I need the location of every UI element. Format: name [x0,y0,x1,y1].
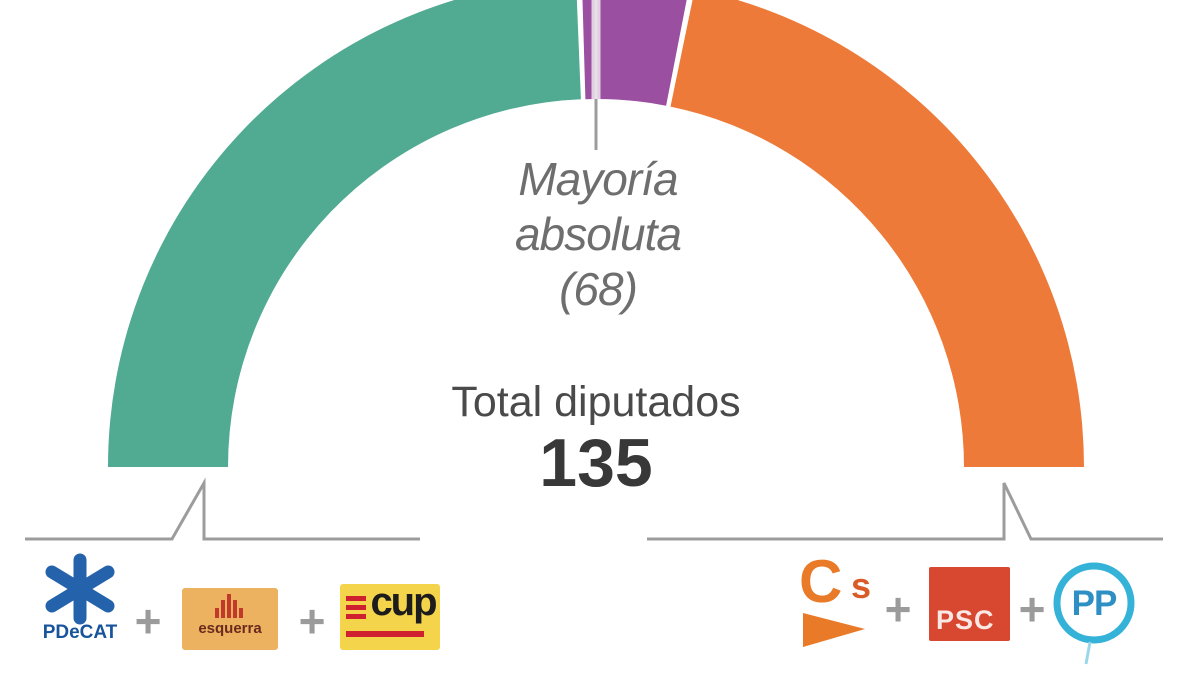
majority-annotation-line2: absoluta [515,208,682,261]
majority-annotation: Mayoría absoluta (68) [448,152,748,318]
ciudadanos-label-c: C [799,548,843,615]
cup-underline-bar [346,631,424,637]
plus-separator-4: + [1018,583,1046,635]
segment-right-bloc [670,0,1084,467]
esquerra-bars-icon [215,594,243,618]
ciudadanos-tail-icon [803,613,865,647]
psc-logo: PSC [929,567,1010,641]
esquerra-label: esquerra [198,620,262,637]
total-deputies-label: Total diputados [451,378,741,426]
majority-annotation-line3: (68) [559,263,638,316]
cup-stripe-icon [346,605,366,610]
ciudadanos-logo: C s [795,548,895,663]
segment-center-bloc [582,0,687,106]
plus-separator-3: + [884,583,912,635]
total-deputies-value: 135 [539,425,653,501]
pp-ring-icon [1053,562,1135,665]
esquerra-logo: esquerra [182,588,278,650]
pdecat-logo: PDeCAT [30,552,130,652]
cup-stripe-icon [346,596,366,601]
pdecat-label: PDeCAT [42,622,118,643]
left-bloc-brace [25,477,420,541]
plus-separator-1: + [134,595,162,647]
cup-stripe-icon [346,614,366,619]
segment-left-bloc [108,0,581,467]
pp-logo: PP [1050,558,1140,670]
ciudadanos-label-s: s [851,565,872,606]
psc-label: PSC [936,605,995,635]
plus-separator-2: + [298,595,326,647]
pdecat-star-icon [45,553,115,625]
right-bloc-brace [647,482,1163,541]
cup-logo: cup [340,580,440,650]
cup-label: cup [370,580,437,624]
majority-annotation-line1: Mayoría [518,153,678,205]
pp-label: PP [1071,584,1118,623]
